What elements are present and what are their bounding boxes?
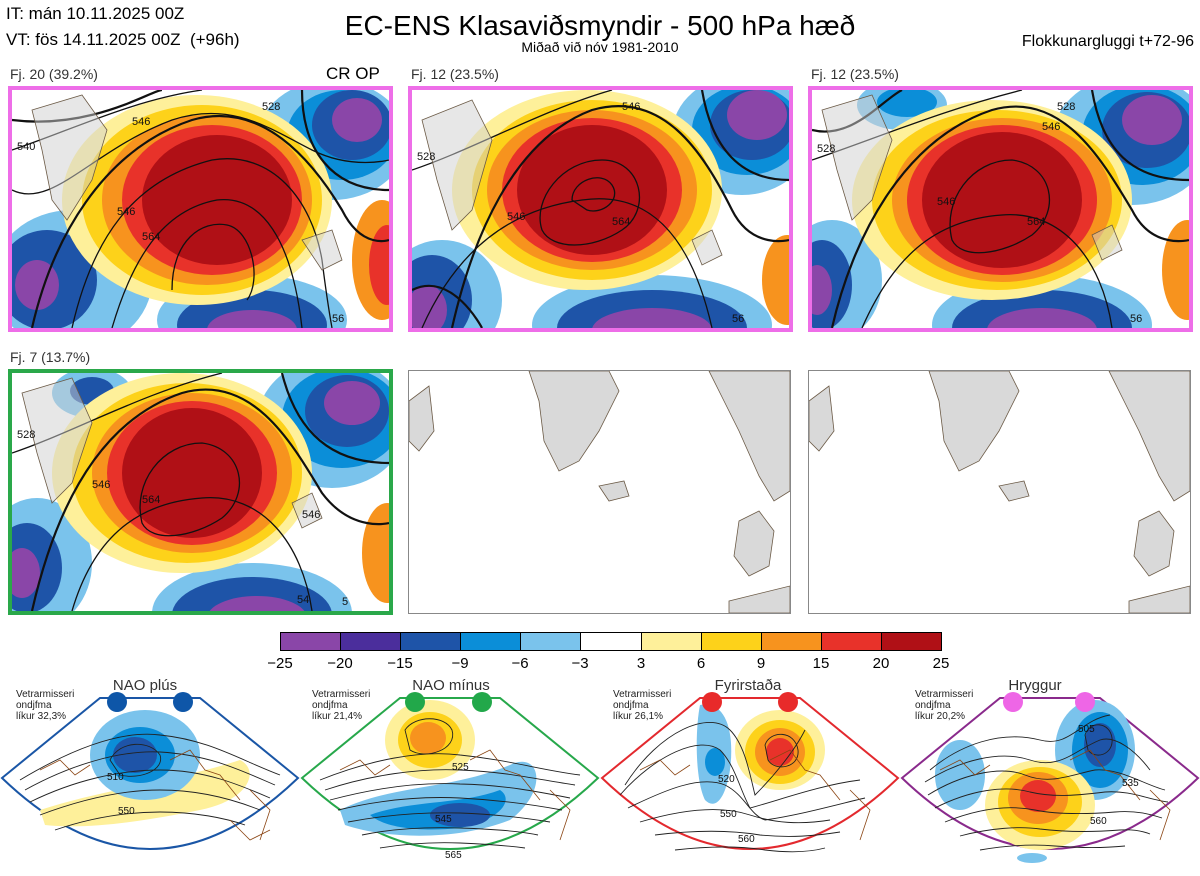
colorbar-tick: −15 [387, 655, 413, 672]
cluster-3-map: 528 546 528 546 564 56 [808, 86, 1193, 332]
contour-label: 546 [1042, 121, 1060, 133]
colorbar-tick: 6 [696, 655, 706, 672]
colorbar-bin [520, 633, 581, 650]
colorbar-tick: 25 [932, 655, 950, 672]
contour-label: 528 [1057, 101, 1075, 113]
contour-label: 528 [417, 151, 435, 163]
regime-2-title: NAO mínus [412, 677, 490, 694]
contour-label: 546 [302, 509, 320, 521]
regime-3-map: 520 550 560 [600, 690, 900, 871]
regime-1-marker-dot [173, 692, 193, 712]
colorbar-bin [400, 633, 461, 650]
cluster-2-map: 528 546 546 564 56 [408, 86, 793, 332]
contour-label: 5 [342, 596, 348, 608]
contour-label: 505 [1078, 724, 1095, 735]
colorbar-bin [640, 633, 701, 650]
contour-label: 535 [1122, 778, 1139, 789]
contour-label: 520 [718, 774, 735, 785]
regime-4-marker-dot [1003, 692, 1023, 712]
contour-label: 565 [445, 850, 462, 861]
contour-label: 564 [1027, 216, 1045, 228]
contour-label: 56 [732, 313, 744, 325]
regime-3-info: Vetrarmisseri ondjfma líkur 26,1% [613, 689, 672, 722]
cluster-4-map: 528 546 564 546 54 5 [8, 369, 393, 615]
cluster-1-label: Fj. 20 (39.2%) [10, 66, 98, 82]
regime-2-marker-dot [405, 692, 425, 712]
classification-window: Flokkunargluggi t+72-96 [1021, 33, 1194, 50]
colorbar-bin [580, 633, 641, 650]
contour-label: 564 [142, 231, 160, 243]
colorbar-bin [820, 633, 881, 650]
colorbar-bin [281, 633, 341, 650]
contour-label: 560 [1090, 816, 1107, 827]
colorbar-bin [340, 633, 401, 650]
colorbar-bin [700, 633, 761, 650]
contour-label: 528 [17, 429, 35, 441]
colorbar-tick: 9 [756, 655, 766, 672]
regime-3-marker-dot [778, 692, 798, 712]
cluster-1-tag: CR OP [326, 64, 380, 83]
cluster-2-label: Fj. 12 (23.5%) [411, 66, 499, 82]
contour-label: 560 [738, 834, 755, 845]
regime-1-map: 510 550 [0, 690, 300, 871]
regime-3-title: Fyrirstaða [714, 677, 782, 694]
contour-label: 546 [132, 116, 150, 128]
colorbar-tick: −3 [571, 655, 589, 672]
contour-label: 528 [817, 143, 835, 155]
regime-1-info: Vetrarmisseri ondjfma líkur 32,3% [16, 689, 75, 722]
contour-label: 546 [92, 479, 110, 491]
empty-map-1 [408, 370, 791, 614]
cluster-3-label: Fj. 12 (23.5%) [811, 66, 899, 82]
contour-label: 546 [507, 211, 525, 223]
contour-label: 564 [142, 494, 160, 506]
contour-label: 546 [622, 101, 640, 113]
contour-label: 540 [17, 141, 35, 153]
colorbar-tick: −25 [267, 655, 293, 672]
colorbar-tick: 20 [872, 655, 890, 672]
contour-label: 525 [452, 762, 469, 773]
colorbar-tick: −9 [451, 655, 469, 672]
valid-time: VT: fös 14.11.2025 00Z (+96h) [6, 30, 240, 49]
regime-2-map: 525 545 565 [300, 690, 600, 871]
regime-2-info: Vetrarmisseri ondjfma líkur 21,4% [312, 689, 371, 722]
regime-1-marker-dot [107, 692, 127, 712]
contour-label: 56 [332, 313, 344, 325]
contour-label: 54 [297, 594, 309, 606]
regime-3-marker-dot [702, 692, 722, 712]
regime-2-marker-dot [472, 692, 492, 712]
contour-label: 550 [118, 806, 135, 817]
colorbar-tick: −20 [327, 655, 353, 672]
regime-1-title: NAO plús [112, 677, 178, 694]
contour-label: 550 [720, 809, 737, 820]
colorbar-tick: 15 [812, 655, 830, 672]
cluster-1-map: 540 546 528 564 546 56 [8, 86, 393, 332]
regime-4-map: 505 535 560 [900, 690, 1200, 871]
cluster-4-label: Fj. 7 (13.7%) [10, 349, 91, 365]
colorbar-bin [760, 633, 821, 650]
page-subtitle: Miðað við nóv 1981-2010 [521, 39, 679, 55]
regime-4-title: Hryggur [1008, 677, 1062, 694]
initial-time: IT: mán 10.11.2025 00Z [6, 4, 185, 23]
colorbar-bin [880, 633, 942, 650]
regime-4-marker-dot [1075, 692, 1095, 712]
contour-label: 510 [107, 772, 124, 783]
contour-label: 56 [1130, 313, 1142, 325]
colorbar-bin [460, 633, 521, 650]
colorbar [280, 632, 942, 651]
contour-label: 545 [435, 814, 452, 825]
contour-label: 546 [937, 196, 955, 208]
page-title: EC-ENS Klasaviðsmyndir - 500 hPa hæð [344, 10, 856, 41]
regime-4-info: Vetrarmisseri ondjfma líkur 20,2% [915, 689, 974, 722]
colorbar-tick: −6 [511, 655, 529, 672]
empty-map-2 [808, 370, 1191, 614]
colorbar-tick: 3 [636, 655, 646, 672]
contour-label: 564 [612, 216, 630, 228]
contour-label: 546 [117, 206, 135, 218]
contour-label: 528 [262, 101, 280, 113]
